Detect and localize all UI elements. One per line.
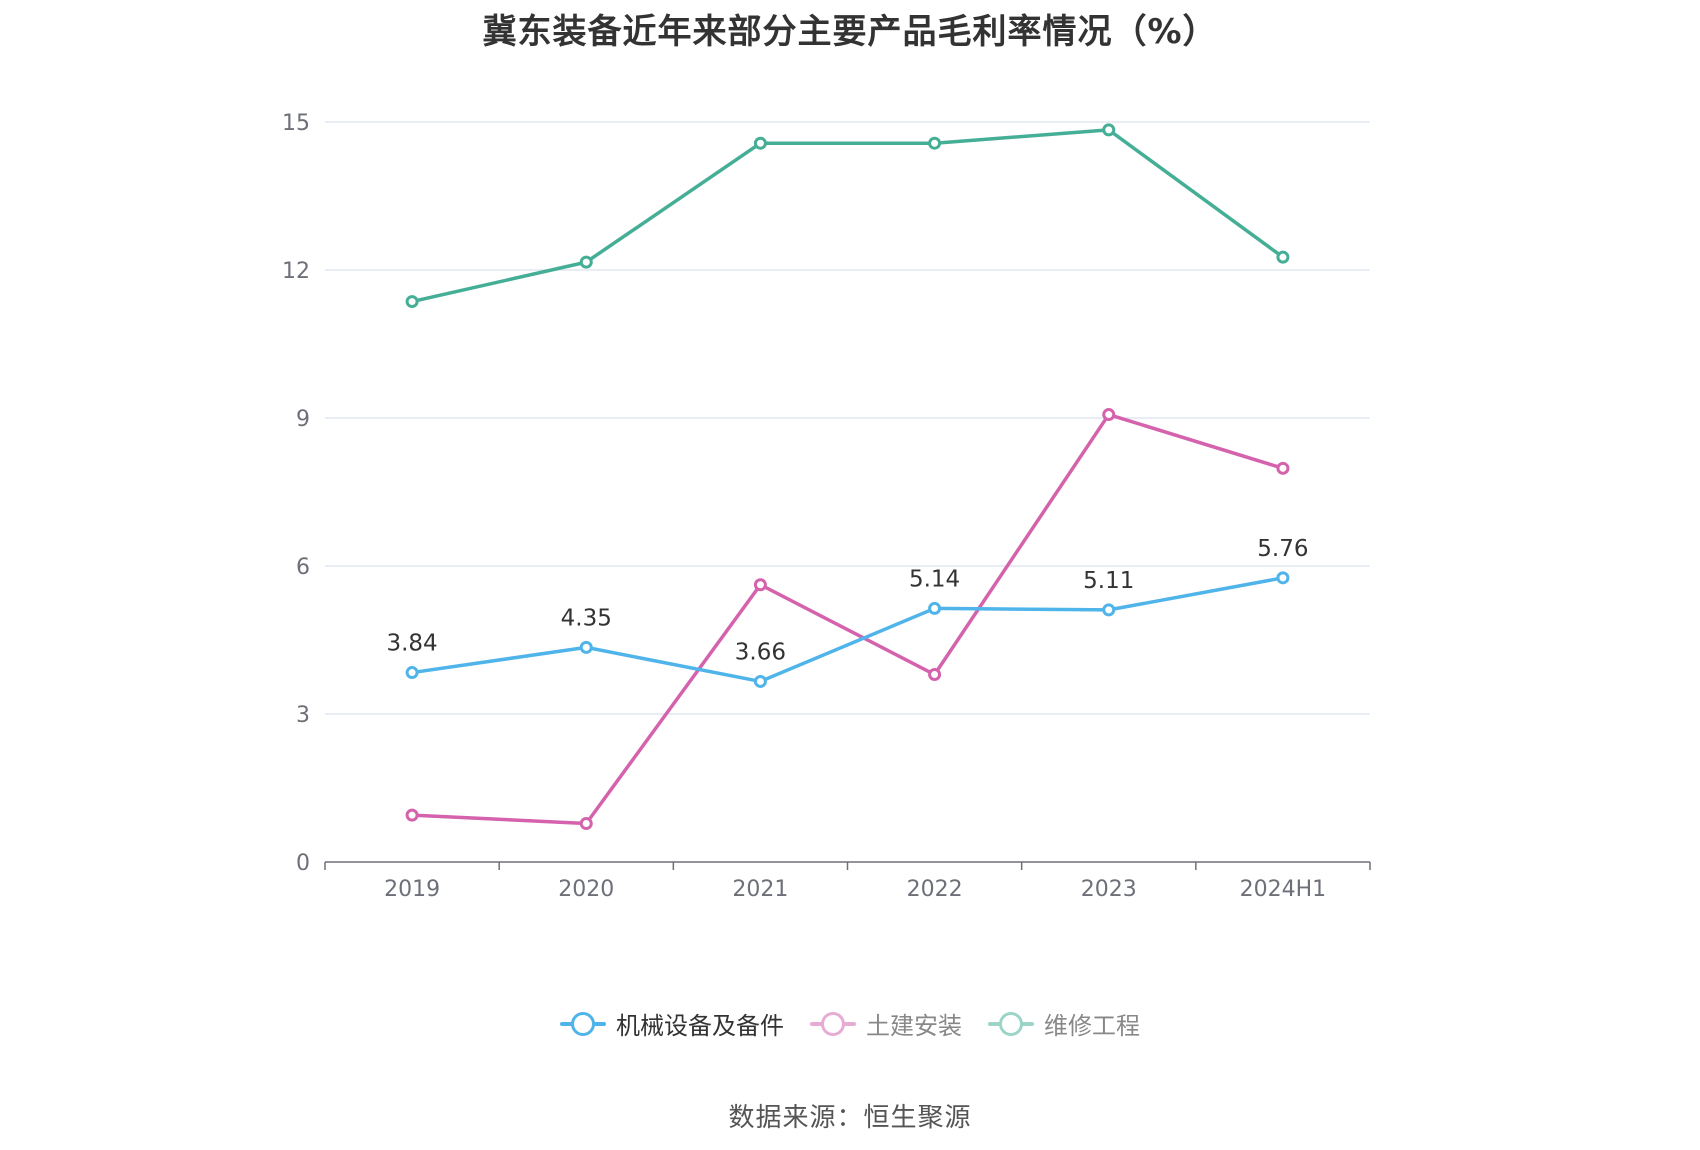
data-label: 3.84: [386, 631, 437, 657]
legend-label: 土建安装: [866, 1012, 962, 1040]
x-tick-label: 2019: [384, 877, 440, 902]
y-tick-label: 9: [296, 407, 310, 432]
legend-label: 机械设备及备件: [616, 1012, 784, 1040]
grid-lines: [325, 121, 1370, 715]
data-point: [928, 136, 942, 150]
y-tick-label: 15: [282, 111, 310, 136]
legend: 机械设备及备件 土建安装 维修工程: [0, 1006, 1700, 1041]
y-tick-label: 0: [296, 851, 310, 876]
data-point: [1102, 408, 1116, 422]
data-label: 4.35: [561, 605, 612, 631]
data-point: [928, 601, 942, 615]
data-point: [1102, 123, 1116, 137]
data-label: 5.11: [1083, 568, 1134, 594]
data-point: [753, 578, 767, 592]
data-label: 5.14: [909, 566, 960, 592]
x-tick-label: 2022: [907, 877, 963, 902]
x-axis: 2019 2020 2021 2022 2023 2024H1: [324, 861, 1371, 902]
series-lines: [405, 123, 1290, 831]
data-labels: 3.84 4.35 3.66 5.14 5.11 5.76: [386, 536, 1308, 666]
legend-marker-icon: [988, 1011, 1034, 1036]
x-tick-label: 2024H1: [1240, 877, 1327, 902]
x-tick-label: 2023: [1081, 877, 1137, 902]
data-label: 5.76: [1257, 536, 1308, 562]
legend-item-series-2[interactable]: 维修工程: [988, 1006, 1140, 1041]
legend-item-series-1[interactable]: 土建安装: [810, 1006, 962, 1041]
legend-item-series-0[interactable]: 机械设备及备件: [560, 1006, 784, 1041]
series-line-2: [411, 128, 1284, 304]
data-point: [753, 674, 767, 688]
data-point: [405, 808, 419, 822]
y-tick-label: 3: [296, 703, 310, 728]
data-point: [579, 817, 593, 831]
x-tick-label: 2020: [558, 877, 614, 902]
data-point: [579, 255, 593, 269]
data-point: [579, 640, 593, 654]
data-point: [753, 136, 767, 150]
legend-marker-icon: [810, 1011, 856, 1036]
y-axis-ticks: 0 3 6 9 12 15: [282, 111, 310, 876]
legend-dot-1: [821, 1011, 845, 1036]
y-tick-label: 12: [282, 259, 310, 284]
data-source: 数据来源：恒生聚源: [728, 1103, 972, 1133]
legend-dot-2: [999, 1011, 1023, 1036]
data-point: [1276, 461, 1290, 475]
series-line-1: [411, 412, 1284, 826]
y-tick-label: 6: [296, 555, 310, 580]
data-point: [1102, 603, 1116, 617]
data-point: [1276, 571, 1290, 585]
data-point: [405, 295, 419, 309]
legend-marker-icon: [560, 1011, 606, 1036]
legend-dot-0: [571, 1011, 595, 1036]
data-label: 3.66: [735, 639, 786, 665]
legend-label: 维修工程: [1044, 1012, 1140, 1040]
data-point: [405, 666, 419, 680]
x-tick-label: 2021: [732, 877, 788, 902]
chart-title: 冀东装备近年来部分主要产品毛利率情况（%）: [482, 12, 1218, 52]
data-point: [928, 668, 942, 682]
data-point: [1276, 250, 1290, 264]
series-line-0: [411, 576, 1284, 684]
